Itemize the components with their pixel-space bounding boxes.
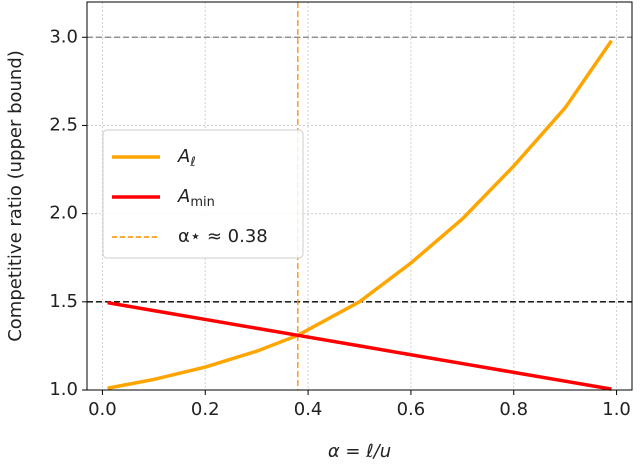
x-tick-label: 0.4 — [294, 399, 323, 420]
y-tick-label: 3.0 — [49, 26, 78, 47]
x-axis-label: α = ℓ/u — [328, 441, 391, 462]
data-line — [107, 39, 613, 390]
legend-label: Amin — [177, 186, 215, 210]
legend-label: α⋆ ≈ 0.38 — [178, 226, 268, 247]
y-tick-label: 1.5 — [49, 291, 78, 312]
y-tick-label: 1.0 — [49, 379, 78, 400]
x-tick-label: 0.0 — [88, 399, 117, 420]
plot-frame — [86, 1, 633, 391]
legend-label-sub: min — [190, 195, 215, 210]
y-axis-label: Competitive ratio (upper bound) — [5, 50, 26, 342]
x-tick-label: 0.2 — [191, 399, 220, 420]
legend-label-main: A — [177, 186, 190, 207]
legend-label-sub: ℓ — [189, 155, 195, 170]
x-tick-label: 0.8 — [499, 399, 528, 420]
x-tick-label: 1.0 — [602, 399, 631, 420]
legend-box — [102, 129, 304, 259]
y-tick-label: 2.5 — [49, 114, 78, 135]
legend-label-main: A — [177, 146, 190, 167]
x-tick-label: 0.6 — [397, 399, 426, 420]
legend-label: Aℓ — [177, 146, 196, 170]
data-line — [107, 300, 612, 391]
y-tick-label: 2.0 — [49, 203, 78, 224]
